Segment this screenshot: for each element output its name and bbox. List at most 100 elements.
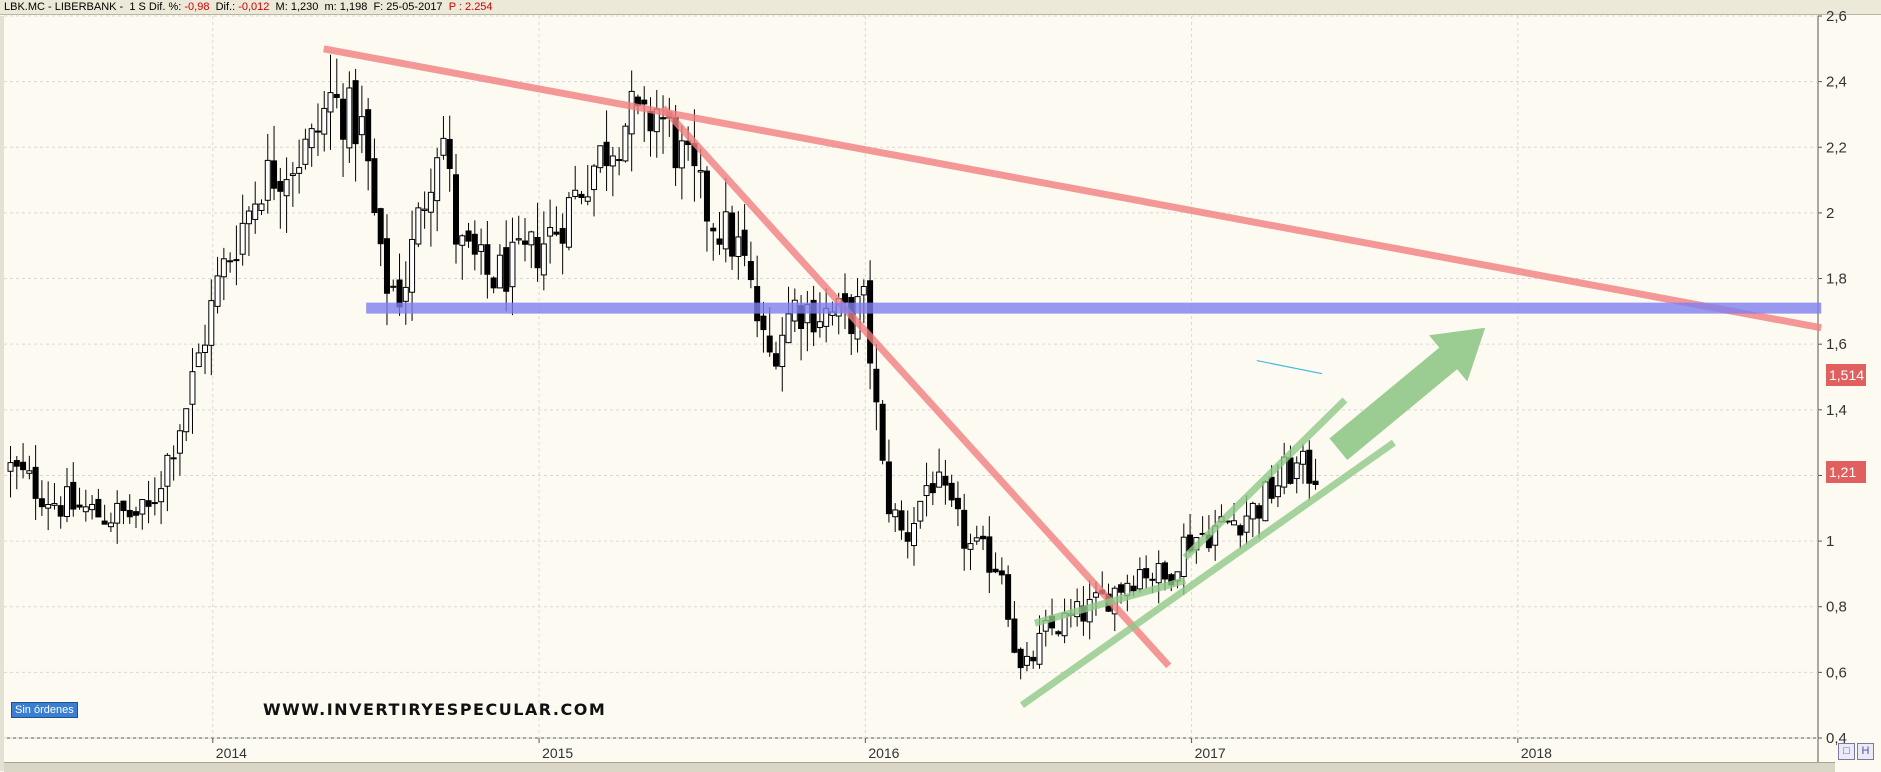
candle-body bbox=[998, 570, 1005, 576]
candle-body bbox=[603, 141, 610, 167]
candle-body bbox=[722, 211, 729, 250]
candle-body bbox=[227, 260, 234, 263]
candle-body bbox=[421, 208, 428, 211]
horizontal-scrollbar[interactable] bbox=[4, 762, 1835, 772]
candle-body bbox=[145, 500, 152, 507]
candle-body bbox=[478, 244, 485, 252]
max-label: M: bbox=[275, 1, 288, 13]
candle-body bbox=[747, 261, 754, 281]
candle-body bbox=[948, 482, 955, 501]
watermark: WWW.INVERTIRYESPECULAR.COM bbox=[263, 700, 607, 719]
candle-body bbox=[547, 227, 554, 237]
candle-body bbox=[446, 138, 453, 169]
x-tick-label: 2017 bbox=[1195, 745, 1226, 761]
candle-body bbox=[346, 87, 353, 149]
candle-body bbox=[917, 500, 924, 522]
candle-body bbox=[471, 233, 478, 255]
candle-body bbox=[1092, 592, 1099, 598]
change-pct-value: -0,98 bbox=[184, 1, 210, 13]
candle-body bbox=[641, 99, 648, 105]
candle-body bbox=[1118, 584, 1125, 593]
candle-body bbox=[816, 321, 823, 328]
candle-body bbox=[89, 503, 96, 511]
grid-lines bbox=[4, 15, 1819, 771]
candle-body bbox=[954, 497, 961, 510]
candle-body bbox=[578, 193, 585, 198]
candle-body bbox=[409, 238, 416, 293]
candle-body bbox=[195, 352, 202, 368]
candle-body bbox=[289, 173, 296, 176]
candle-body bbox=[660, 117, 667, 120]
candle-body bbox=[1055, 631, 1062, 635]
candle-body bbox=[967, 543, 974, 550]
candle-body bbox=[772, 353, 779, 367]
upward-arrow bbox=[1329, 327, 1486, 460]
y-tick-label: 0,4 bbox=[1826, 730, 1847, 747]
candle-body bbox=[333, 93, 340, 98]
candle-body bbox=[189, 371, 196, 405]
candle-body bbox=[841, 293, 848, 303]
candle-body bbox=[1312, 480, 1319, 485]
candle-body bbox=[929, 483, 936, 494]
candle-body bbox=[1149, 578, 1156, 581]
candle-body bbox=[565, 197, 572, 248]
candle-body bbox=[1287, 457, 1294, 484]
candle-body bbox=[1300, 450, 1307, 465]
y-tick-label: 2,4 bbox=[1826, 74, 1847, 91]
candle-body bbox=[202, 344, 209, 353]
candle-body bbox=[1243, 515, 1250, 533]
candle-body bbox=[509, 241, 516, 288]
candle-body bbox=[271, 160, 278, 189]
candle-body bbox=[327, 92, 334, 113]
resistance-trendline-long bbox=[323, 45, 1822, 332]
candle-body bbox=[490, 277, 497, 289]
candle-body bbox=[710, 227, 717, 232]
candle-body bbox=[314, 130, 321, 133]
candle-body bbox=[371, 158, 378, 213]
candle-body bbox=[158, 488, 165, 503]
y-tick-label: 2,2 bbox=[1826, 139, 1847, 156]
candle-body bbox=[867, 280, 874, 364]
candle-body bbox=[961, 509, 968, 549]
y-tick-label: 0,6 bbox=[1826, 664, 1847, 681]
candle-body bbox=[591, 165, 598, 191]
candle-body bbox=[214, 275, 221, 307]
candle-body bbox=[7, 462, 14, 472]
chart-header: LBK.MC - LIBERBANK - 1 S Dif. %: -0,98 D… bbox=[0, 0, 1881, 15]
candle-body bbox=[164, 454, 171, 487]
candle-body bbox=[26, 470, 33, 474]
x-axis-ticks: 2014 2015 2016 2017 2018 bbox=[212, 738, 1552, 761]
candle-body bbox=[1256, 505, 1263, 519]
candle-body bbox=[942, 475, 949, 486]
y-axis-ticks: 2,62,42,221,81,61,41,210,80,60,4 bbox=[1818, 8, 1847, 747]
candle-body bbox=[82, 506, 89, 513]
candle-body bbox=[32, 466, 39, 499]
last-label: P : bbox=[448, 1, 462, 13]
candle-body bbox=[321, 107, 328, 135]
candle-body bbox=[151, 502, 158, 505]
candle-body bbox=[885, 461, 892, 515]
candle-body bbox=[1274, 485, 1281, 498]
candle-body bbox=[139, 499, 146, 515]
candle-body bbox=[126, 509, 133, 518]
candle-body bbox=[892, 509, 899, 518]
candle-body bbox=[76, 504, 83, 508]
candle-body bbox=[540, 243, 547, 276]
candle-body bbox=[522, 240, 529, 245]
candle-body bbox=[729, 212, 736, 257]
candle-body bbox=[741, 229, 748, 256]
window-button[interactable]: □ bbox=[1838, 743, 1855, 760]
candle-body bbox=[1293, 462, 1300, 480]
max-value: 1,230 bbox=[290, 1, 319, 13]
candle-body bbox=[766, 335, 773, 353]
orders-status-badge[interactable]: Sin órdenes bbox=[11, 702, 78, 718]
candle-body bbox=[1005, 574, 1012, 620]
candle-body bbox=[114, 502, 121, 524]
candle-body bbox=[252, 203, 259, 220]
x-tick-label: 2015 bbox=[542, 745, 573, 761]
candle-body bbox=[904, 532, 911, 542]
candle-body bbox=[1237, 525, 1244, 536]
h-button[interactable]: H bbox=[1857, 743, 1874, 760]
date-value: 25-05-2017 bbox=[386, 1, 443, 13]
